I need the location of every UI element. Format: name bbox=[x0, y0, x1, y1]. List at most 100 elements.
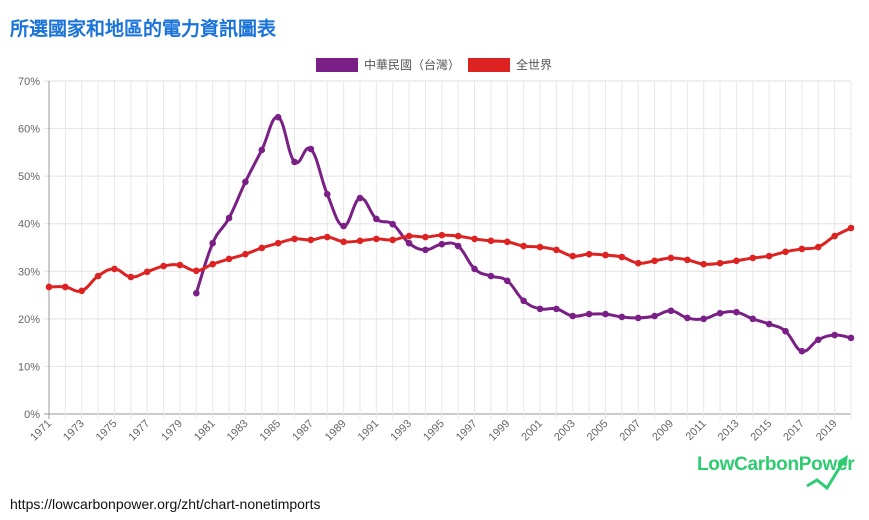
x-tick-label: 2003 bbox=[552, 418, 578, 444]
x-tick-label: 2009 bbox=[650, 418, 676, 444]
y-tick-label: 60% bbox=[18, 124, 40, 136]
data-point bbox=[814, 336, 822, 344]
data-point bbox=[684, 256, 691, 264]
data-point bbox=[45, 283, 53, 291]
x-tick-label: 1989 bbox=[323, 418, 349, 444]
data-point bbox=[569, 312, 577, 320]
data-point bbox=[356, 237, 364, 245]
data-point bbox=[291, 235, 298, 243]
x-tick-label: 1995 bbox=[421, 418, 447, 444]
data-point bbox=[471, 265, 478, 273]
data-point bbox=[225, 255, 233, 263]
data-point bbox=[667, 307, 675, 315]
data-point bbox=[143, 268, 151, 276]
data-point bbox=[536, 243, 544, 251]
data-point bbox=[782, 248, 789, 256]
data-point bbox=[716, 309, 724, 317]
data-point bbox=[634, 259, 642, 267]
data-point bbox=[160, 262, 167, 270]
data-point bbox=[454, 242, 462, 250]
data-point bbox=[340, 238, 347, 246]
x-tick-label: 1987 bbox=[290, 418, 316, 444]
x-tick-label: 2015 bbox=[748, 418, 774, 444]
data-point bbox=[553, 305, 560, 313]
data-point bbox=[405, 239, 413, 247]
data-point bbox=[389, 236, 397, 244]
data-point bbox=[520, 242, 527, 250]
x-tick-label: 1975 bbox=[94, 418, 120, 444]
data-point bbox=[307, 145, 315, 153]
data-point bbox=[487, 272, 495, 280]
data-point bbox=[585, 250, 593, 258]
data-point bbox=[602, 310, 609, 318]
x-tick-label: 2011 bbox=[684, 418, 709, 443]
data-point bbox=[765, 320, 773, 328]
y-tick-label: 50% bbox=[18, 171, 40, 183]
data-point bbox=[847, 334, 855, 342]
data-point bbox=[323, 190, 331, 198]
data-point bbox=[733, 257, 740, 265]
data-point bbox=[471, 235, 478, 243]
data-point bbox=[225, 214, 233, 222]
legend-swatch bbox=[468, 58, 510, 72]
data-point bbox=[503, 238, 511, 246]
data-point bbox=[733, 308, 740, 316]
x-tick-label: 2007 bbox=[618, 418, 644, 444]
data-point bbox=[585, 310, 593, 318]
data-point bbox=[193, 267, 200, 275]
data-point bbox=[209, 239, 216, 247]
data-point bbox=[831, 232, 838, 240]
data-point bbox=[618, 313, 626, 321]
data-point bbox=[634, 314, 642, 322]
data-point bbox=[258, 146, 266, 154]
data-point bbox=[422, 233, 429, 241]
data-point bbox=[438, 231, 446, 239]
data-point bbox=[667, 254, 675, 262]
data-point bbox=[487, 237, 495, 245]
source-url[interactable]: https://lowcarbonpower.org/zht/chart-non… bbox=[10, 496, 321, 512]
legend-label: 中華民國（台灣） bbox=[364, 57, 460, 72]
data-point bbox=[242, 250, 249, 258]
series-line bbox=[48, 226, 852, 293]
x-tick-label: 2013 bbox=[716, 418, 742, 444]
data-point bbox=[847, 224, 855, 232]
data-point bbox=[193, 289, 200, 297]
data-point bbox=[176, 261, 184, 269]
y-tick-label: 40% bbox=[18, 219, 40, 231]
y-tick-label: 30% bbox=[18, 266, 40, 278]
x-tick-label: 1981 bbox=[192, 418, 218, 444]
x-tick-label: 1983 bbox=[225, 418, 251, 444]
data-point bbox=[422, 246, 429, 254]
data-point bbox=[307, 236, 315, 244]
x-tick-label: 1985 bbox=[257, 418, 283, 444]
data-point bbox=[62, 283, 69, 291]
x-tick-label: 1973 bbox=[61, 418, 87, 444]
data-point bbox=[389, 220, 397, 228]
data-point bbox=[814, 243, 822, 251]
data-point bbox=[356, 194, 364, 202]
x-tick-label: 2017 bbox=[781, 418, 807, 444]
legend-swatch bbox=[316, 58, 358, 72]
data-point bbox=[831, 331, 838, 339]
data-point bbox=[700, 260, 707, 268]
data-point bbox=[274, 239, 282, 247]
data-point bbox=[651, 312, 658, 320]
x-tick-label: 2001 bbox=[519, 418, 545, 444]
trend-arrow-icon bbox=[806, 455, 848, 491]
y-tick-label: 10% bbox=[18, 361, 40, 373]
data-point bbox=[765, 252, 773, 260]
x-tick-label: 2005 bbox=[585, 418, 611, 444]
data-point bbox=[569, 252, 577, 260]
data-point bbox=[274, 113, 282, 121]
x-tick-label: 1997 bbox=[454, 418, 480, 444]
data-point bbox=[94, 272, 102, 280]
data-point bbox=[291, 158, 298, 166]
data-point bbox=[520, 297, 527, 305]
data-point bbox=[405, 232, 413, 240]
data-point bbox=[651, 257, 658, 265]
x-tick-label: 1979 bbox=[159, 418, 185, 444]
lowcarbonpower-logo: LowCarbonPower bbox=[697, 454, 855, 491]
data-point bbox=[602, 251, 609, 259]
x-tick-label: 1977 bbox=[127, 418, 153, 444]
y-tick-label: 20% bbox=[18, 314, 40, 326]
